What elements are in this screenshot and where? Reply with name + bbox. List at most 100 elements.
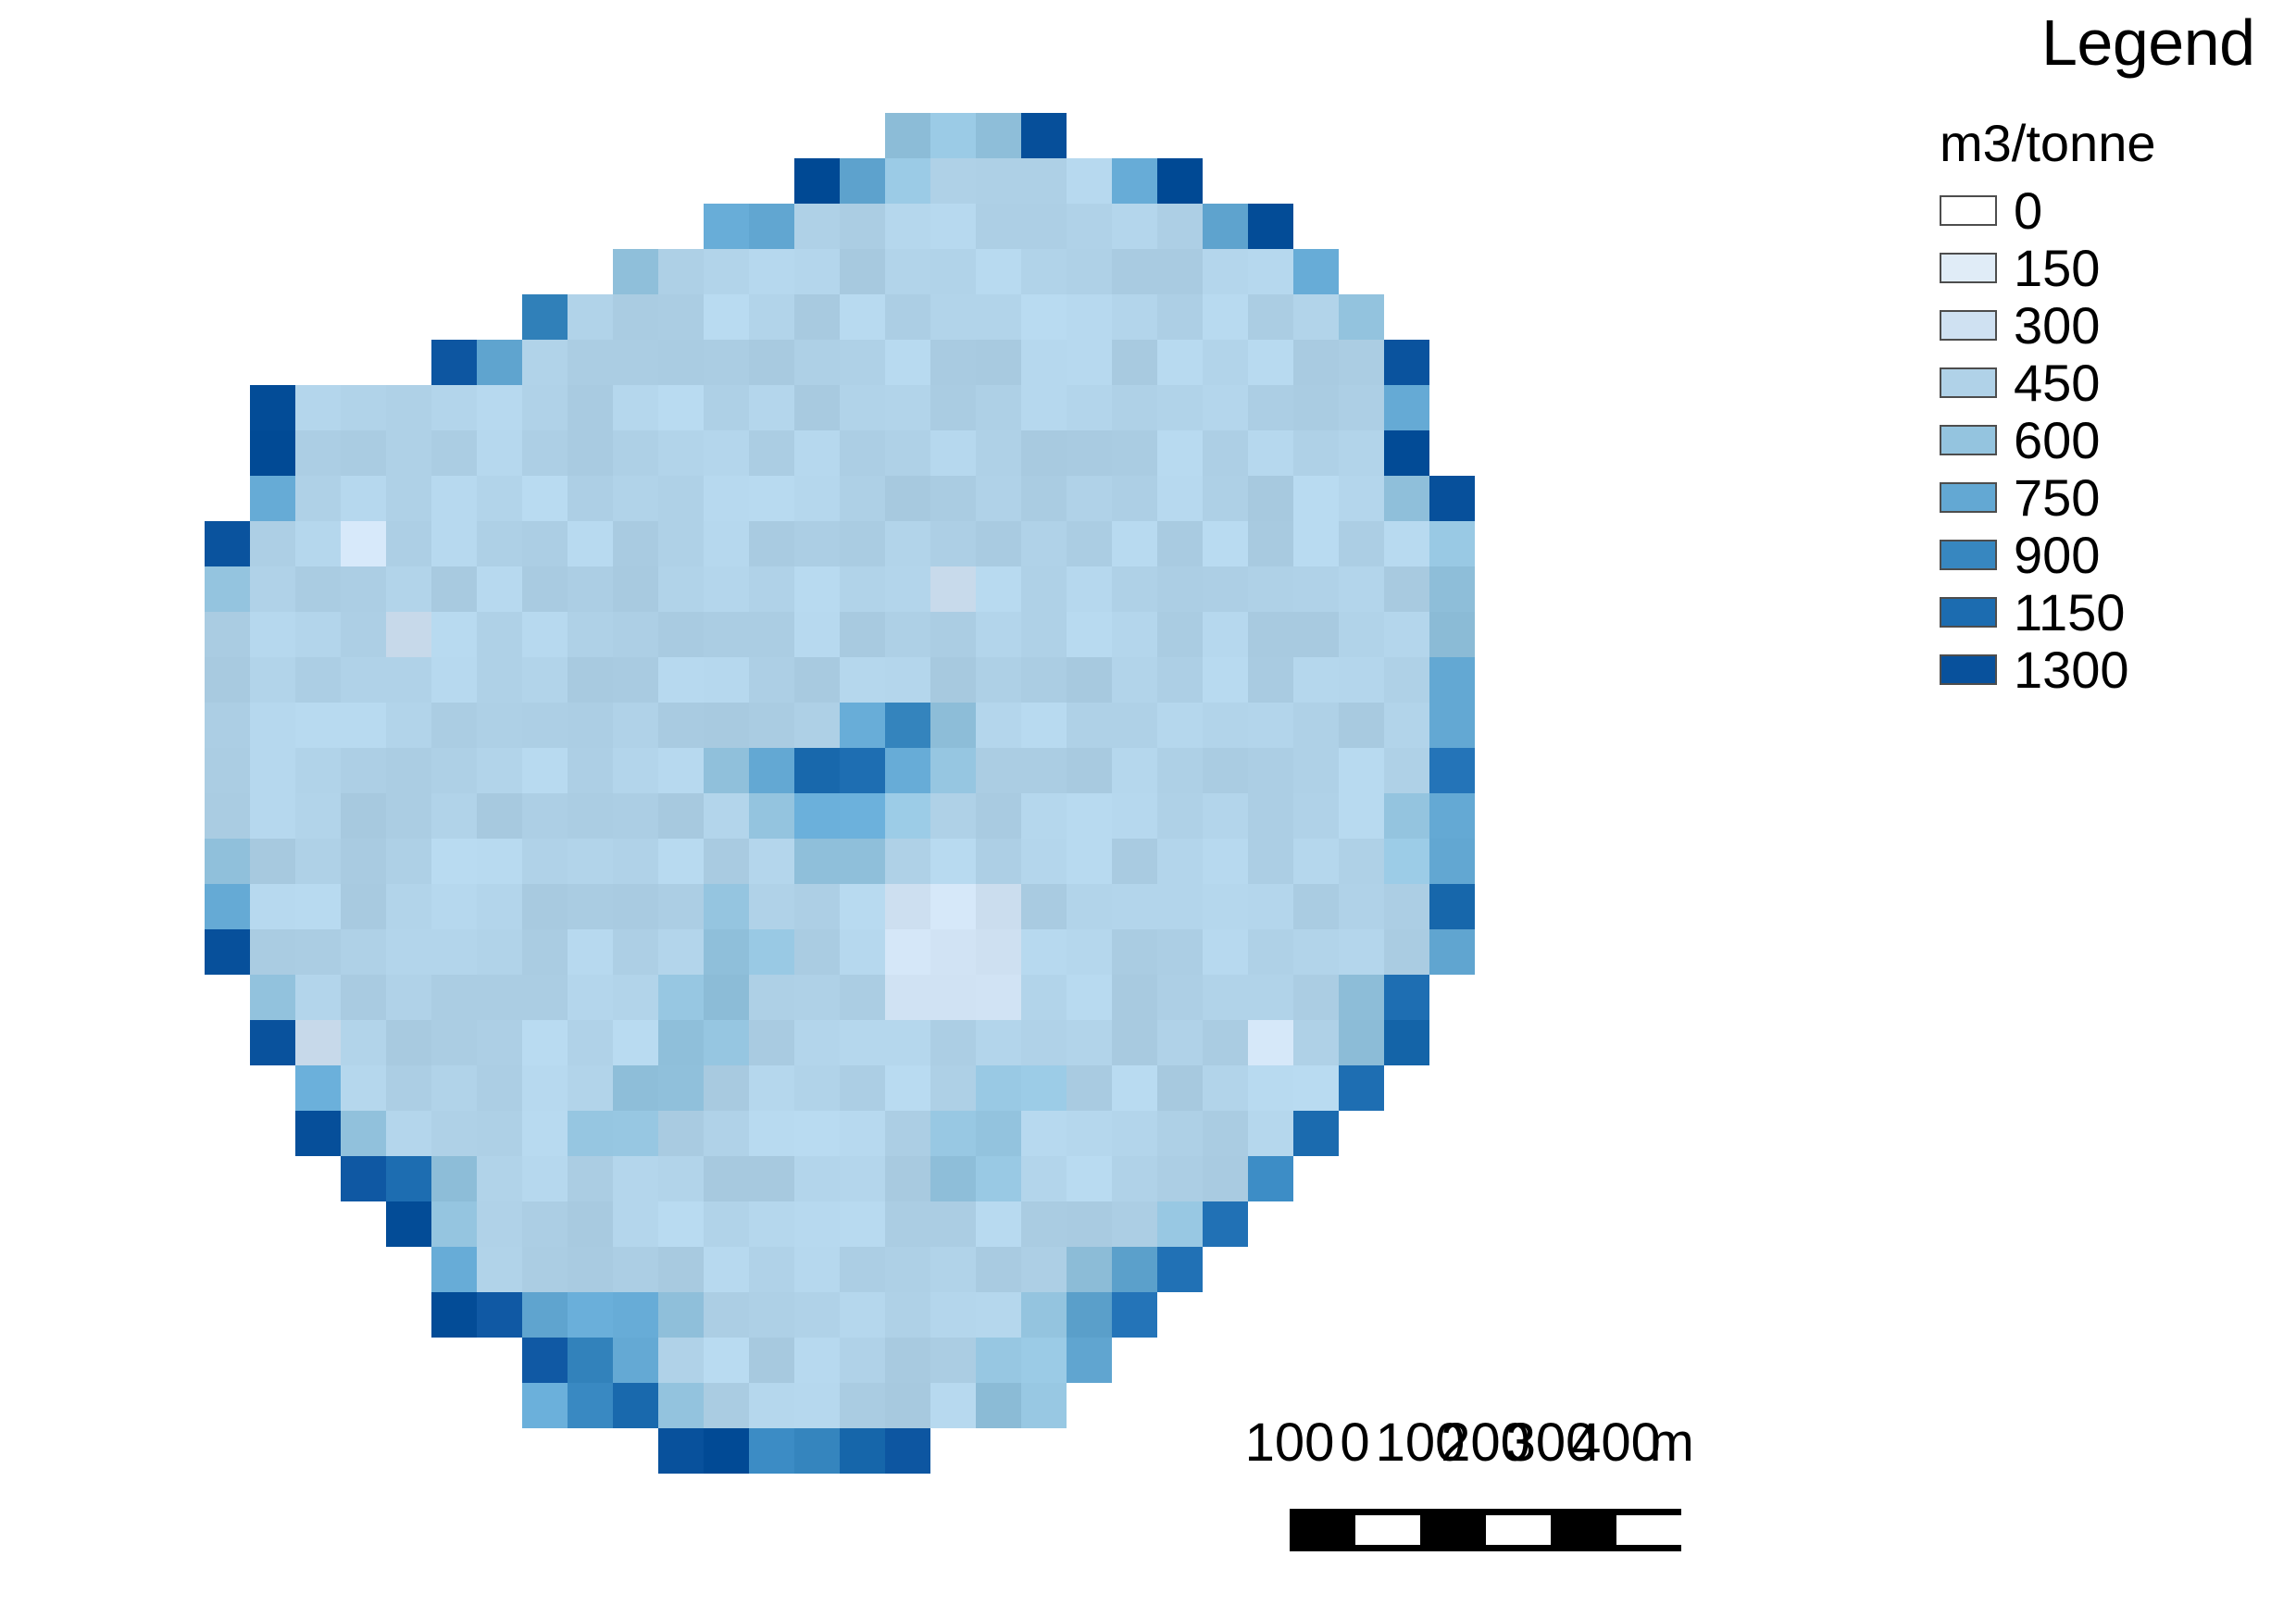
raster-cell [930, 793, 976, 839]
raster-cell [1384, 793, 1429, 839]
raster-cell-empty [431, 158, 477, 204]
raster-cell-empty [114, 340, 159, 385]
raster-cell [568, 1201, 613, 1247]
raster-cell [341, 612, 386, 657]
raster-cell [568, 793, 613, 839]
scalebar-tick-label: 200 [1441, 1413, 1530, 1473]
scalebar-segment [1290, 1509, 1355, 1551]
raster-cell-empty [250, 1247, 295, 1292]
raster-cell [704, 793, 749, 839]
raster-cell-empty [250, 158, 295, 204]
raster-cell [1067, 1247, 1112, 1292]
raster-cell [431, 793, 477, 839]
raster-cell [1203, 793, 1248, 839]
raster-cell-empty [250, 249, 295, 294]
raster-cell [976, 294, 1021, 340]
raster-cell-empty [295, 1428, 341, 1474]
raster-cell [431, 839, 477, 884]
raster-cell [976, 1201, 1021, 1247]
raster-cell [1021, 1156, 1067, 1201]
raster-cell [613, 1247, 658, 1292]
scalebar-bar [1290, 1509, 1681, 1551]
raster-cell [976, 1020, 1021, 1065]
raster-cell [477, 1247, 522, 1292]
raster-cell [930, 1201, 976, 1247]
raster-cell [431, 566, 477, 612]
raster-cell [794, 1338, 840, 1383]
raster-cell [613, 340, 658, 385]
raster-cell [1339, 566, 1384, 612]
raster-cell [1429, 839, 1475, 884]
raster-cell [477, 430, 522, 476]
raster-cell [1293, 249, 1339, 294]
raster-cell-empty [1293, 113, 1339, 158]
raster-cell [431, 657, 477, 703]
raster-cell [1203, 249, 1248, 294]
raster-cell [1339, 793, 1384, 839]
raster-cell [794, 929, 840, 975]
raster-cell [250, 839, 295, 884]
raster-cell-empty [522, 158, 568, 204]
raster-cell [1067, 612, 1112, 657]
raster-cell-empty [431, 1338, 477, 1383]
raster-cell [749, 204, 794, 249]
raster-cell [1293, 430, 1339, 476]
raster-cell-empty [1429, 1338, 1475, 1383]
raster-cell [1112, 1201, 1157, 1247]
raster-cell [658, 703, 704, 748]
raster-cell [1384, 703, 1429, 748]
raster-cell-empty [250, 204, 295, 249]
raster-cell-empty [1021, 1428, 1067, 1474]
raster-cell [568, 929, 613, 975]
raster-cell-empty [1339, 1247, 1384, 1292]
raster-cell [658, 748, 704, 793]
raster-cell-empty [205, 1111, 250, 1156]
raster-cell [1021, 1247, 1067, 1292]
raster-cell [749, 1292, 794, 1338]
raster-cell [568, 839, 613, 884]
raster-cell-empty [613, 204, 658, 249]
raster-cell [1429, 748, 1475, 793]
raster-cell-empty [159, 884, 205, 929]
raster-cell-empty [205, 249, 250, 294]
raster-cell-empty [477, 249, 522, 294]
raster-cell [658, 1020, 704, 1065]
raster-cell [522, 340, 568, 385]
raster-cell [1203, 340, 1248, 385]
raster-cell [205, 793, 250, 839]
raster-cell [840, 1292, 885, 1338]
raster-cell [840, 1065, 885, 1111]
scalebar-unit-label: m [1649, 1413, 1694, 1473]
raster-cell-empty [1384, 1065, 1429, 1111]
raster-cell [840, 1338, 885, 1383]
raster-cell-empty [1203, 1247, 1248, 1292]
raster-cell [1203, 975, 1248, 1020]
raster-cell [749, 975, 794, 1020]
raster-cell [1067, 385, 1112, 430]
raster-cell-empty [114, 1020, 159, 1065]
raster-cell [1157, 340, 1203, 385]
raster-cell-empty [114, 476, 159, 521]
raster-cell [1248, 204, 1293, 249]
raster-cell [840, 158, 885, 204]
raster-cell [885, 1201, 930, 1247]
raster-cell [431, 975, 477, 1020]
raster-cell [1339, 340, 1384, 385]
raster-cell [1021, 1383, 1067, 1428]
raster-cell [386, 612, 431, 657]
raster-cell [840, 476, 885, 521]
raster-cell [658, 839, 704, 884]
raster-cell [1339, 839, 1384, 884]
raster-cell [250, 703, 295, 748]
raster-cell [431, 521, 477, 566]
raster-cell-empty [1384, 1156, 1429, 1201]
raster-cell-empty [159, 1201, 205, 1247]
raster-cell [522, 884, 568, 929]
raster-cell [885, 294, 930, 340]
raster-cell-empty [704, 113, 749, 158]
raster-cell-empty [1248, 113, 1293, 158]
raster-cell [1021, 793, 1067, 839]
raster-cell [1339, 430, 1384, 476]
raster-cell-empty [159, 249, 205, 294]
raster-cell [295, 430, 341, 476]
